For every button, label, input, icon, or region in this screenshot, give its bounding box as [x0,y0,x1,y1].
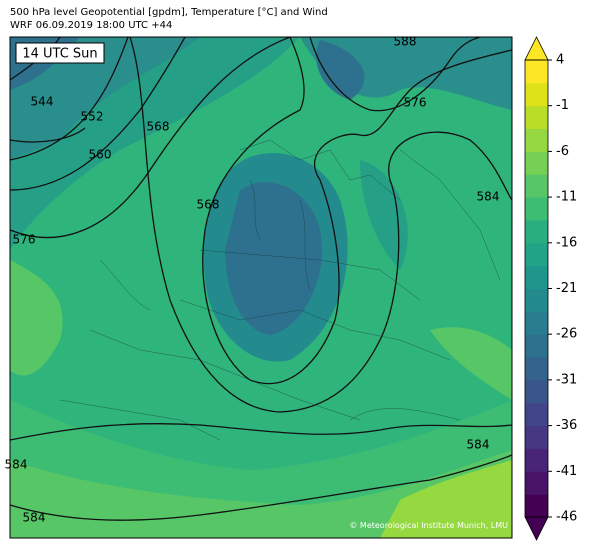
borders [59,139,501,441]
contour [10,37,186,191]
contour-label: 568 [197,198,220,212]
colorbar-bin [525,494,548,518]
contour-label: 584 [467,438,490,452]
contour-label: 584 [477,190,500,204]
colorbar-extend-top [524,36,549,61]
colorbar-tick-label: -26 [556,327,577,342]
cold-core [225,182,322,335]
colorbar-bin [525,265,548,289]
colorbar-tick-label: -6 [556,144,569,159]
colorbar-bin [525,334,548,358]
contour-label: 568 [147,120,170,134]
warm-region [10,260,63,376]
colorbar-tick-label: -1 [556,98,569,113]
colorbar-tick-label: -46 [556,510,577,525]
contour [202,37,512,385]
time-label: 14 UTC Sun [22,47,97,62]
map [10,37,512,538]
contour-label: 560 [89,148,112,162]
contour [10,127,86,143]
temp-region [316,40,365,100]
colorbar-tick-label: -16 [556,235,577,250]
colorbar-tick-label: -36 [556,418,577,433]
contour [10,454,512,521]
colorbar-bin [525,357,548,381]
warm-region [10,450,512,538]
colorbar-bin [525,311,548,335]
contour [10,37,291,238]
contour-label: 584 [23,511,46,525]
colorbar-bin [525,128,548,152]
contour-label: 552 [81,110,104,124]
colorbar-bin [525,288,548,312]
warm-region [380,460,512,538]
temp-region [10,37,200,160]
colorbar: 4 -1 -6 -11 -16 -21 -26 -31 -36 -41 -46 [524,36,577,541]
map-frame [9,36,513,539]
colorbar-bin [525,219,548,244]
colorbar-bin [525,151,548,175]
colorbar-tick-label: -41 [556,464,577,479]
colorbar-bin [525,448,548,472]
colorbar-bin [525,82,548,107]
colorbar-tick-label: -31 [556,372,577,387]
contour-label: 576 [404,96,427,110]
colorbar-bin [525,379,548,404]
credit: © Meteorological Institute Munich, LMU [349,521,508,530]
warm-region [430,327,512,400]
colorbar-bin [525,174,548,198]
colorbar-bin [525,60,548,84]
subtitle-line: WRF 06.09.2019 18:00 UTC +44 [10,20,172,31]
contour [10,37,129,161]
contour [10,423,512,441]
colorbar-tick-label: -11 [556,190,577,205]
contour [309,37,481,112]
colorbar-bin [525,197,548,221]
colorbar-bin [525,425,548,449]
colorbar-bin [525,242,548,267]
colorbar-extend-bottom [524,516,549,541]
time-box [15,42,105,64]
colorbar-bin [525,471,548,495]
contour-label: 588 [394,35,417,49]
colorbar-bin [525,105,548,130]
temp-region [360,160,408,270]
colorbar-tick-label: 4 [556,53,564,68]
title-line: 500 hPa level Geopotential [gpdm], Tempe… [10,7,328,18]
colorbar-bin [525,402,548,427]
contour-label: 544 [31,95,54,109]
colorbar-tick-label: -21 [556,281,577,296]
contour-label: 576 [13,233,36,247]
contour-label: 584 [5,458,28,472]
contour [129,37,512,413]
